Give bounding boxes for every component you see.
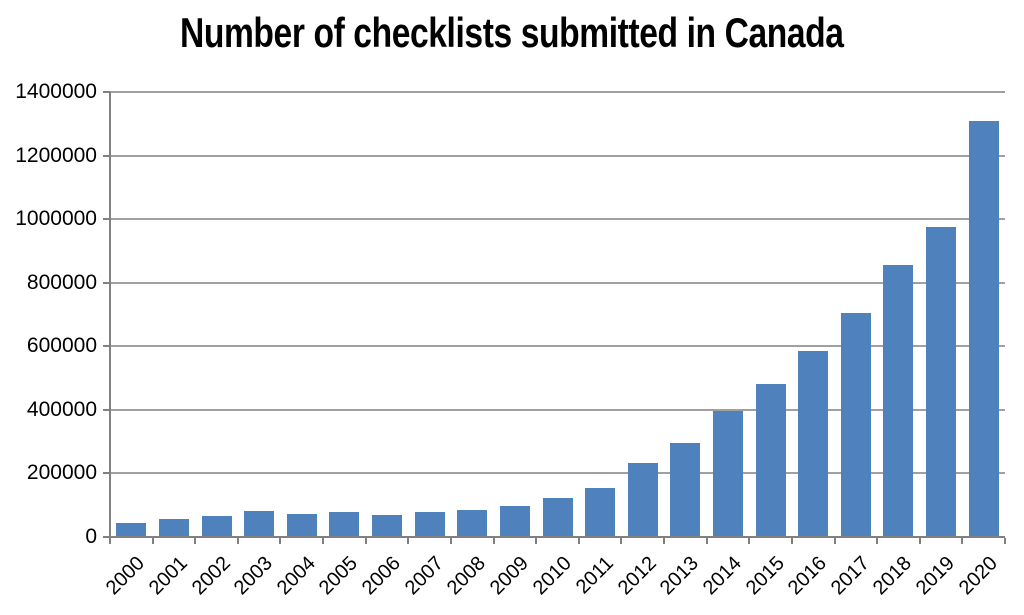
x-tick-mark-19 (918, 538, 921, 544)
bar-2011 (585, 488, 616, 537)
bar-2001 (158, 518, 189, 537)
x-tick-mark-16 (790, 538, 793, 544)
x-tick-mark-5 (322, 538, 325, 544)
x-tick-mark-3 (236, 538, 239, 544)
chart-title: Number of checklists submitted in Canada (0, 9, 1024, 56)
x-tick-mark-12 (620, 538, 623, 544)
gridline-1000000 (110, 218, 1005, 221)
y-tick-mark-600000 (103, 345, 110, 348)
y-tick-mark-1000000 (103, 218, 110, 221)
bar-2010 (542, 497, 573, 537)
x-tick-mark-21 (1004, 538, 1006, 544)
x-tick-mark-14 (705, 538, 708, 544)
bar-2000 (116, 522, 147, 537)
y-tick-mark-400000 (103, 408, 110, 411)
y-axis-label-0: 0 (85, 525, 97, 548)
gridline-1400000 (110, 91, 1005, 93)
x-tick-mark-13 (663, 538, 666, 544)
bar-2004 (286, 513, 317, 537)
bar-2008 (457, 509, 488, 537)
y-tick-mark-0 (103, 536, 110, 538)
gridline-800000 (110, 281, 1005, 284)
y-axis-label-400000: 400000 (26, 397, 97, 421)
bar-2013 (670, 442, 701, 537)
bar-2017 (840, 312, 871, 537)
y-axis-label-1200000: 1200000 (15, 143, 97, 167)
gridline-600000 (110, 345, 1005, 348)
bar-2005 (329, 511, 360, 537)
x-tick-mark-7 (407, 538, 410, 544)
x-tick-mark-6 (364, 538, 367, 544)
x-tick-mark-0 (109, 538, 111, 544)
x-tick-mark-10 (535, 538, 538, 544)
bar-2020 (968, 120, 999, 537)
x-tick-mark-1 (151, 538, 154, 544)
y-axis-label-1400000: 1400000 (15, 80, 97, 103)
bar-2015 (755, 384, 786, 537)
x-axis-line (110, 536, 1005, 538)
bar-2007 (414, 511, 445, 537)
x-tick-mark-4 (279, 538, 282, 544)
gridline-1200000 (110, 154, 1005, 157)
bar-2009 (499, 505, 530, 537)
y-axis-label-1000000: 1000000 (15, 207, 97, 231)
x-tick-mark-18 (876, 538, 879, 544)
x-tick-mark-2 (194, 538, 197, 544)
x-tick-mark-9 (492, 538, 495, 544)
x-tick-mark-15 (748, 538, 751, 544)
y-tick-mark-200000 (103, 472, 110, 475)
x-tick-mark-17 (833, 538, 836, 544)
y-tick-mark-1200000 (103, 154, 110, 157)
y-axis-label-800000: 800000 (26, 270, 97, 294)
bar-2003 (244, 510, 275, 537)
x-tick-mark-8 (449, 538, 452, 544)
gridline-200000 (110, 472, 1005, 475)
y-axis-line (109, 92, 111, 544)
gridline-400000 (110, 408, 1005, 411)
bar-2002 (201, 515, 232, 537)
x-tick-mark-20 (961, 538, 964, 544)
x-tick-mark-11 (577, 538, 580, 544)
bar-2006 (372, 515, 403, 537)
bar-2014 (712, 411, 743, 537)
chart-title-text: Number of checklists submitted in Canada (180, 9, 844, 56)
y-tick-mark-800000 (103, 281, 110, 284)
bar-2012 (627, 462, 658, 537)
y-axis-label-600000: 600000 (26, 334, 97, 358)
bar-2016 (798, 351, 829, 537)
bar-2018 (883, 265, 914, 537)
y-tick-mark-1400000 (103, 91, 110, 93)
y-axis-label-200000: 200000 (26, 461, 97, 485)
bar-2019 (926, 227, 957, 537)
